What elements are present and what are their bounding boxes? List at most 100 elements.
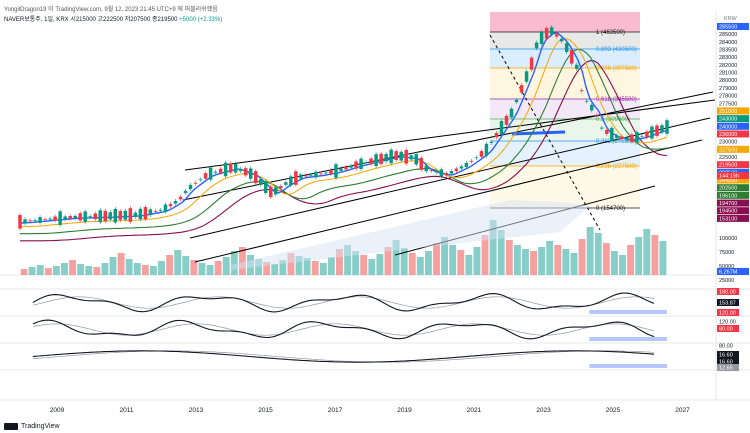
candle-body	[534, 42, 539, 49]
candle-body	[529, 57, 534, 70]
volume-bar	[319, 263, 327, 275]
candle-body	[590, 104, 594, 111]
oscillator-tag-label: 180.00	[719, 290, 736, 296]
candle-body	[665, 120, 669, 134]
oscillator-tag-label: 16.60	[719, 360, 733, 366]
candle-body	[243, 168, 248, 176]
candle-body	[123, 210, 128, 220]
volume-bar	[85, 266, 93, 275]
candle-body	[213, 171, 218, 173]
ma-blue-line	[20, 32, 668, 224]
candle-body	[574, 64, 579, 69]
price-axis-label: 225000	[719, 155, 737, 161]
ma-maroon-line	[20, 60, 668, 242]
candle-body	[484, 143, 489, 156]
candle-body	[198, 179, 203, 181]
footer[interactable]: TradingView	[4, 423, 60, 430]
volume-bar	[408, 253, 416, 275]
candle-body	[203, 173, 208, 179]
fib-zone	[490, 141, 640, 166]
candle-body	[439, 169, 444, 177]
candle-body	[464, 162, 469, 168]
fib-level-label: 0.786 (397500)	[596, 66, 637, 72]
candle-body	[564, 43, 569, 53]
change-value: +5000 (+2.33%)	[179, 17, 223, 23]
volume-bar	[497, 230, 505, 275]
volume-bar	[578, 239, 586, 275]
volume-bar	[158, 261, 165, 275]
oscillator-tag	[717, 325, 739, 332]
candle-body	[163, 204, 168, 212]
candle-body	[103, 210, 108, 222]
oscillator-panes	[32, 292, 667, 368]
time-axis-label: 2009	[50, 407, 65, 414]
volume-tag-label: 6.267M	[719, 270, 738, 276]
candle-body	[409, 155, 413, 160]
candle-body	[519, 85, 524, 93]
volume-bar	[659, 241, 667, 275]
candle-body	[635, 132, 639, 143]
time-axis[interactable]: 2009 2011 2013 2015 2017 2019 2021 2023 2025 2027	[50, 407, 690, 414]
candle-body	[630, 134, 634, 142]
oscillator-highlight	[589, 337, 667, 341]
oscillator-line	[32, 292, 655, 313]
price-tag-label: 153100	[719, 216, 737, 222]
candle-body	[600, 127, 604, 129]
volume-bar	[133, 263, 141, 275]
candle-body	[73, 215, 77, 219]
oscillator-tag	[717, 299, 739, 306]
volume-bar	[505, 240, 513, 275]
trend-line	[194, 139, 703, 263]
candle-body	[259, 179, 263, 185]
price-tag-label: 194700	[719, 201, 737, 207]
volume-bar	[554, 245, 562, 275]
candle-body	[559, 38, 564, 42]
volume-bar	[255, 259, 263, 275]
volume-bar	[610, 251, 618, 275]
candle-body	[18, 215, 22, 229]
candle-body	[479, 151, 484, 157]
volume-bar	[344, 245, 351, 275]
volume-bar	[141, 265, 149, 275]
volume-bar	[279, 260, 287, 275]
candle-body	[153, 210, 158, 212]
candle-body	[595, 114, 599, 116]
candle-body	[544, 28, 549, 39]
price-axis-label: 281000	[719, 71, 737, 77]
price-tag-label: 196100	[719, 193, 737, 199]
candle-body	[640, 135, 644, 137]
volume-bar	[376, 254, 384, 275]
candle-body	[63, 216, 67, 219]
volume-bars	[20, 220, 667, 275]
time-axis-label: 2027	[675, 407, 690, 414]
volume-bar	[586, 227, 594, 275]
volume-bar	[44, 268, 52, 275]
candle-body	[319, 173, 323, 175]
oscillator-tag	[717, 351, 739, 358]
fib-level-label: 0.382 (272500)	[596, 139, 637, 145]
volume-bar	[36, 265, 44, 275]
candle-body	[148, 209, 153, 216]
resistance-band	[511, 130, 566, 136]
fib-zone	[490, 49, 640, 68]
time-axis-label: 2023	[536, 407, 551, 414]
candle-body	[399, 151, 403, 161]
volume-bar	[619, 255, 626, 275]
trend-line	[182, 91, 714, 201]
candle-body	[474, 157, 479, 159]
candle-body	[118, 211, 123, 220]
volume-bar	[206, 265, 214, 275]
volume-axis-label: 25000	[719, 278, 734, 284]
volume-bar	[166, 255, 174, 275]
volume-bar	[303, 258, 311, 275]
candle-body	[108, 212, 113, 220]
trend-channels[interactable]	[182, 34, 716, 270]
candle-body	[605, 129, 609, 134]
candle-body	[133, 212, 138, 217]
tradingview-logo-icon	[4, 423, 18, 430]
time-axis-label: 2019	[397, 407, 412, 414]
oscillator-highlight	[589, 364, 667, 368]
cloud-fill	[230, 200, 590, 270]
